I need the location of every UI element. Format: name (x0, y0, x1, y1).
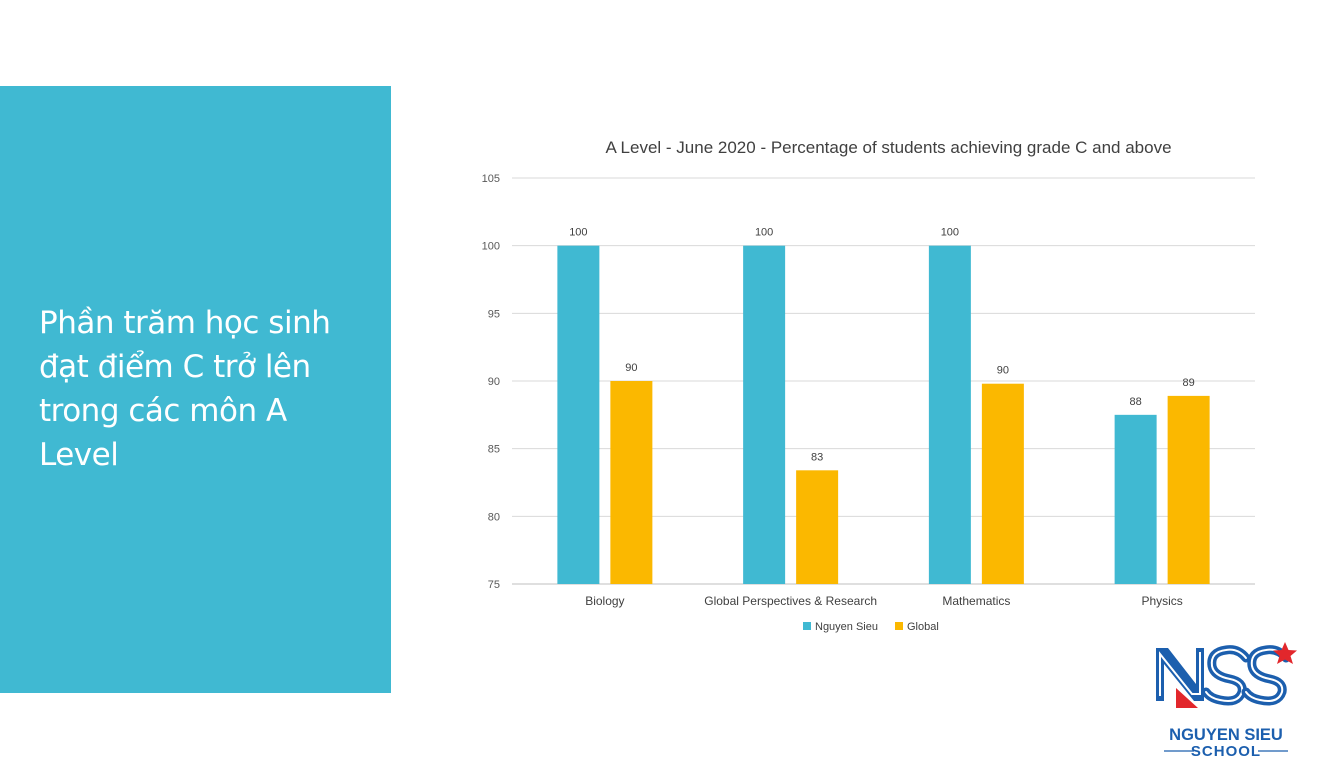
bar (1114, 414, 1157, 584)
data-label: 90 (625, 362, 637, 374)
x-tick-label: Biology (585, 594, 624, 608)
y-tick-label: 80 (488, 511, 500, 523)
data-label: 100 (755, 227, 773, 239)
data-label: 90 (997, 365, 1009, 377)
bar (796, 470, 839, 584)
bar (928, 245, 971, 584)
nss-logo-icon: NGUYEN SIEU SCHOOL (1156, 642, 1297, 760)
x-tick-label: Mathematics (942, 594, 1010, 608)
data-label: 89 (1183, 377, 1195, 389)
data-label: 100 (569, 227, 587, 239)
bar (981, 383, 1024, 584)
y-tick-label: 100 (482, 241, 500, 253)
y-tick-label: 95 (488, 308, 500, 320)
y-tick-label: 105 (482, 173, 500, 185)
data-label: 83 (811, 451, 823, 463)
x-tick-label: Physics (1141, 594, 1182, 608)
chart: A Level - June 2020 - Percentage of stud… (440, 120, 1300, 650)
bar-chart-svg: A Level - June 2020 - Percentage of stud… (482, 138, 1255, 633)
slide-title: Phần trăm học sinh đạt điểm C trở lên tr… (39, 305, 331, 473)
legend-label: Global (907, 621, 939, 633)
x-tick-label: Global Perspectives & Research (704, 594, 877, 608)
y-tick-label: 90 (488, 376, 500, 388)
bar (743, 245, 786, 584)
chart-title: A Level - June 2020 - Percentage of stud… (605, 138, 1171, 157)
logo-name-line1: NGUYEN SIEU (1169, 726, 1283, 744)
logo-name-line2: SCHOOL (1191, 743, 1261, 760)
bar (557, 245, 600, 584)
legend-swatch (803, 622, 811, 630)
y-tick-label: 75 (488, 579, 500, 591)
data-label: 88 (1130, 396, 1142, 408)
bar (1167, 395, 1210, 584)
bar (610, 381, 653, 584)
nguyen-sieu-logo: NGUYEN SIEU SCHOOL (1146, 636, 1306, 761)
legend-label: Nguyen Sieu (815, 621, 878, 633)
data-label: 100 (941, 227, 959, 239)
title-panel (0, 86, 391, 693)
legend-swatch (895, 622, 903, 630)
y-tick-label: 85 (488, 444, 500, 456)
